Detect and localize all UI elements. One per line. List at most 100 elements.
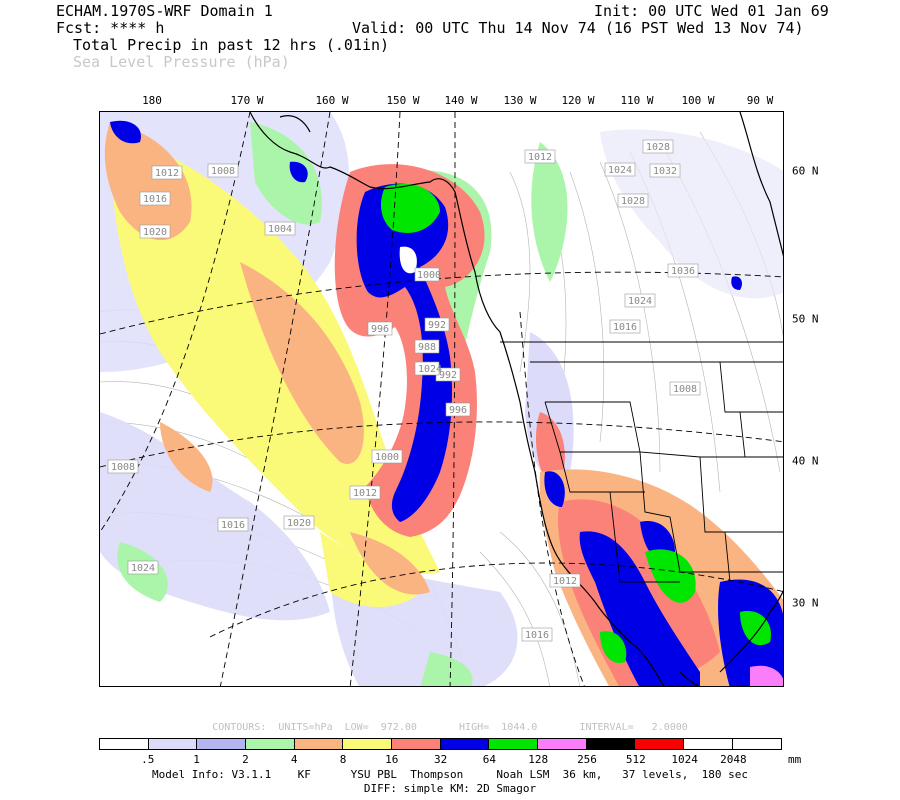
svg-text:988: 988 — [418, 342, 436, 353]
svg-text:996: 996 — [449, 405, 467, 416]
colorbar-label: 128 — [528, 753, 549, 766]
colorbar-swatch — [294, 739, 344, 749]
svg-text:1024: 1024 — [418, 364, 442, 375]
lon-label: 90 W — [746, 94, 774, 107]
model-title: ECHAM.1970S-WRF Domain 1 — [56, 2, 273, 20]
svg-text:1000: 1000 — [375, 452, 399, 463]
slp-label: 1000 — [371, 449, 403, 464]
svg-text:1016: 1016 — [143, 194, 167, 205]
lat-label: 50 N — [792, 312, 819, 326]
svg-text:1028: 1028 — [621, 196, 645, 207]
slp-label: 1028 — [642, 139, 674, 154]
lon-label: 120 W — [561, 94, 595, 107]
lat-label: 30 N — [792, 596, 819, 610]
svg-text:1020: 1020 — [287, 518, 311, 529]
slp-label: 1020 — [283, 515, 315, 530]
svg-text:1020: 1020 — [143, 227, 167, 238]
svg-text:1032: 1032 — [653, 166, 677, 177]
slp-label: 1024 — [604, 162, 636, 177]
svg-text:1008: 1008 — [673, 384, 697, 395]
precip-southwest — [539, 469, 783, 686]
svg-text:1028: 1028 — [646, 142, 670, 153]
colorbar-swatch — [586, 739, 636, 749]
colorbar-label: 256 — [577, 753, 597, 766]
svg-text:1016: 1016 — [221, 520, 245, 531]
slp-labels: 1012 1008 1016 1020 1004 1000 996 992 98… — [107, 139, 701, 642]
slp-label: 1008 — [207, 163, 239, 178]
colorbar-label: 1024 — [671, 753, 698, 766]
colorbar-swatch — [683, 739, 733, 749]
svg-text:1036: 1036 — [671, 266, 695, 277]
svg-text:1012: 1012 — [353, 488, 377, 499]
colorbar-label: 4 — [290, 753, 298, 766]
svg-text:1024: 1024 — [608, 165, 632, 176]
colorbar-label: 8 — [339, 753, 347, 766]
model-info: Model Info: V3.1.1 KF YSU PBL Thompson N… — [151, 768, 749, 781]
lon-label: 180 — [142, 94, 162, 107]
colorbar-swatch — [391, 739, 441, 749]
slp-label: 1008 — [669, 381, 701, 396]
svg-text:1012: 1012 — [155, 168, 179, 179]
colorbar-label: 64 — [482, 753, 497, 766]
slp-label: 996 — [367, 321, 393, 336]
colorbar-swatch — [440, 739, 490, 749]
svg-text:992: 992 — [428, 320, 446, 331]
precip-orange — [104, 122, 430, 595]
slp-label: 1012 — [349, 485, 381, 500]
slp-label: 1012 — [524, 149, 556, 164]
precip-map: 1012 1008 1016 1020 1004 1000 996 992 98… — [99, 111, 784, 687]
valid-time: Valid: 00 UTC Thu 14 Nov 74 (16 PST Wed … — [352, 19, 804, 37]
slp-label: 1024 — [624, 293, 656, 308]
precip-blue-canada — [731, 276, 743, 290]
slp-label: 1028 — [617, 193, 649, 208]
slp-label: 1016 — [609, 319, 641, 334]
svg-text:1024: 1024 — [628, 296, 652, 307]
svg-text:1012: 1012 — [553, 576, 577, 587]
map-canvas: 1012 1008 1016 1020 1004 1000 996 992 98… — [100, 112, 783, 686]
slp-label: 1008 — [107, 459, 139, 474]
svg-text:1008: 1008 — [211, 166, 235, 177]
colorbar-swatch — [148, 739, 198, 749]
field-slp-title: Sea Level Pressure (hPa) — [73, 53, 290, 71]
lon-label: 160 W — [315, 94, 349, 107]
lat-label: 40 N — [792, 454, 819, 468]
slp-label: 1012 — [151, 165, 183, 180]
coastlines — [249, 112, 783, 686]
forecast-hour: Fcst: **** h — [56, 19, 165, 37]
colorbar-swatch — [635, 739, 684, 749]
cyclone-eye — [399, 246, 417, 274]
contours-info: CONTOURS: UNITS=hPa LOW= 972.00 HIGH= 10… — [212, 722, 688, 733]
slp-label: 1000 — [414, 267, 441, 282]
colorbar-label: .5 — [141, 753, 155, 766]
svg-text:1016: 1016 — [525, 630, 549, 641]
colorbar-label: 32 — [433, 753, 448, 766]
colorbar-label: 512 — [625, 753, 646, 766]
lon-label: 130 W — [503, 94, 537, 107]
colorbar-swatch — [732, 739, 782, 749]
colorbar-label: 1 — [193, 753, 200, 766]
colorbar-swatch — [100, 739, 149, 749]
colorbar-swatch — [245, 739, 295, 749]
colorbar-swatch — [343, 739, 392, 749]
svg-text:1016: 1016 — [613, 322, 637, 333]
slp-label: 1004 — [264, 221, 296, 236]
slp-label: 1024 — [127, 560, 159, 575]
field-precip-title: Total Precip in past 12 hrs (.01in) — [73, 36, 390, 54]
colorbar-label: 2 — [242, 753, 249, 766]
svg-text:1004: 1004 — [268, 224, 292, 235]
cyclone-green-core — [380, 183, 440, 233]
svg-text:996: 996 — [371, 324, 389, 335]
slp-label: 1032 — [649, 163, 681, 178]
slp-label: 1016 — [217, 517, 249, 532]
cyclone-blue — [356, 183, 452, 522]
slp-label: 992 — [424, 317, 450, 332]
slp-label: 1016 — [139, 191, 171, 206]
svg-text:1024: 1024 — [131, 563, 155, 574]
svg-text:1008: 1008 — [111, 462, 135, 473]
precip-blue-alaska — [289, 161, 308, 183]
slp-label: 988 — [414, 339, 440, 354]
slp-label: 1036 — [667, 263, 699, 278]
lat-label: 60 N — [792, 164, 819, 178]
colorbar-swatch — [489, 739, 538, 749]
lon-label: 150 W — [386, 94, 420, 107]
